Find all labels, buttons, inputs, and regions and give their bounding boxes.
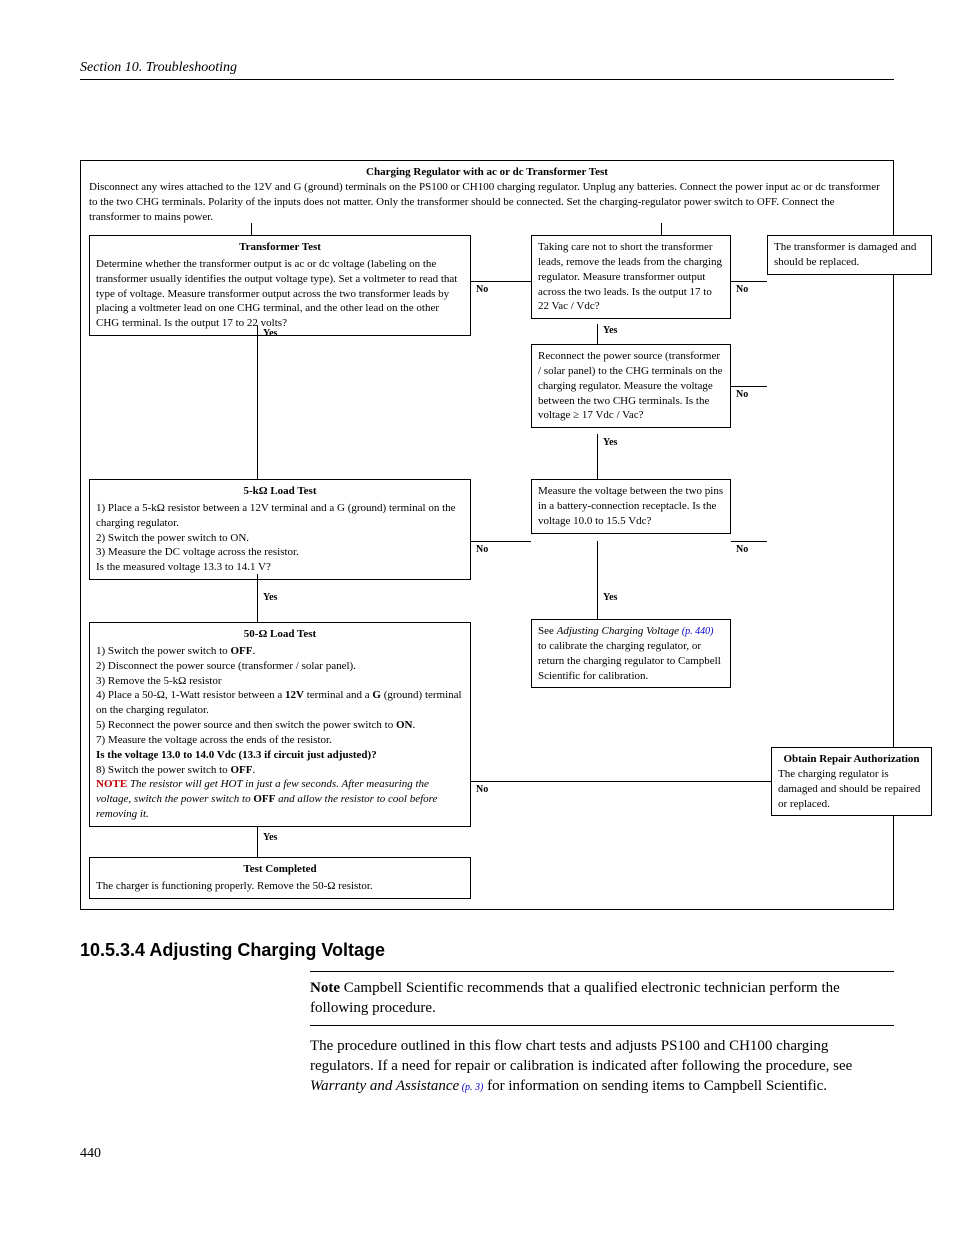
box-transformer-test: Transformer Test Determine whether the t… (89, 235, 471, 336)
box-50-l5: 5) Reconnect the power source and then s… (96, 718, 464, 733)
box-50-l8: 8) Switch the power switch to OFF. (96, 763, 464, 778)
label-no: No (476, 283, 488, 297)
box-50-l7: 7) Measure the voltage across the ends o… (96, 733, 464, 748)
box-5k-l4: Is the measured voltage 13.3 to 14.1 V? (96, 560, 464, 575)
label-no: No (736, 388, 748, 402)
box-damaged: The transformer is damaged and should be… (767, 235, 932, 275)
box-adjust-link[interactable]: (p. 440) (682, 626, 714, 637)
label-no: No (476, 783, 488, 797)
label-yes: Yes (263, 591, 277, 605)
box-50-note: NOTE The resistor will get HOT in just a… (96, 777, 464, 822)
box-repair: Obtain Repair Authorization The charging… (771, 747, 932, 816)
body-block: Note Campbell Scientific recommends that… (310, 971, 894, 1096)
box-50-title: 50-Ω Load Test (96, 627, 464, 642)
flow-title: Charging Regulator with ac or dc Transfo… (81, 161, 893, 180)
box-adjust-pre: See (538, 625, 557, 637)
box-5k-l1: 1) Place a 5-kΩ resistor between a 12V t… (96, 501, 464, 531)
label-no: No (476, 543, 488, 557)
box-adjust-post: to calibrate the charging regulator, or … (538, 640, 721, 682)
label-no: No (736, 283, 748, 297)
flow-intro: Disconnect any wires attached to the 12V… (81, 180, 893, 229)
box-reconnect: Reconnect the power source (transformer … (531, 344, 731, 428)
box-leads: Taking care not to short the transformer… (531, 235, 731, 319)
box-battery: Measure the voltage between the two pins… (531, 479, 731, 534)
box-transformer-title: Transformer Test (96, 240, 464, 255)
box-transformer-text: Determine whether the transformer output… (96, 257, 464, 331)
box-completed-title: Test Completed (96, 862, 464, 877)
section-heading: 10.5.3.4 Adjusting Charging Voltage (80, 940, 894, 961)
label-yes: Yes (263, 831, 277, 845)
box-50ohm-load: 50-Ω Load Test 1) Switch the power switc… (89, 622, 471, 827)
page-ref-link[interactable]: (p. 3) (459, 1082, 483, 1093)
box-50-l1: 1) Switch the power switch to OFF. (96, 644, 464, 659)
box-5k-title: 5-kΩ Load Test (96, 484, 464, 499)
label-yes: Yes (603, 436, 617, 450)
page-header: Section 10. Troubleshooting (80, 60, 894, 80)
box-50-q: Is the voltage 13.0 to 14.0 Vdc (13.3 if… (96, 748, 464, 763)
label-no: No (736, 543, 748, 557)
box-5k-l2: 2) Switch the power switch to ON. (96, 531, 464, 546)
label-yes: Yes (603, 324, 617, 338)
flowchart-container: Charging Regulator with ac or dc Transfo… (80, 160, 894, 910)
box-repair-text: The charging regulator is damaged and sh… (778, 767, 925, 812)
para-1: The procedure outlined in this flow char… (310, 1036, 894, 1097)
box-completed-text: The charger is functioning properly. Rem… (96, 879, 464, 894)
box-repair-title: Obtain Repair Authorization (778, 752, 925, 767)
box-adjust: See Adjusting Charging Voltage (p. 440) … (531, 619, 731, 688)
box-50-l2: 2) Disconnect the power source (transfor… (96, 659, 464, 674)
label-yes: Yes (263, 327, 277, 341)
box-adjust-ital: Adjusting Charging Voltage (557, 625, 679, 637)
box-5k-load: 5-kΩ Load Test 1) Place a 5-kΩ resistor … (89, 479, 471, 580)
label-yes: Yes (603, 591, 617, 605)
box-50-l4: 4) Place a 50-Ω, 1-Watt resistor between… (96, 688, 464, 718)
page-number: 440 (80, 1146, 894, 1162)
box-completed: Test Completed The charger is functionin… (89, 857, 471, 899)
note-paragraph: Note Campbell Scientific recommends that… (310, 978, 894, 1019)
box-5k-l3: 3) Measure the DC voltage across the res… (96, 545, 464, 560)
box-50-l3: 3) Remove the 5-kΩ resistor (96, 674, 464, 689)
